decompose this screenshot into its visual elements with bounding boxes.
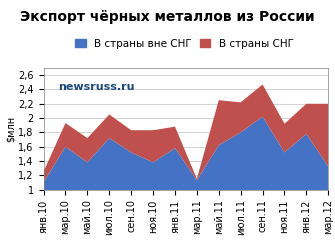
Legend: В страны вне СНГ, В страны СНГ: В страны вне СНГ, В страны СНГ <box>73 37 295 51</box>
Text: Экспорт чёрных металлов из России: Экспорт чёрных металлов из России <box>20 10 315 24</box>
Y-axis label: $млн: $млн <box>5 116 15 142</box>
Text: newsruss.ru: newsruss.ru <box>58 82 134 92</box>
